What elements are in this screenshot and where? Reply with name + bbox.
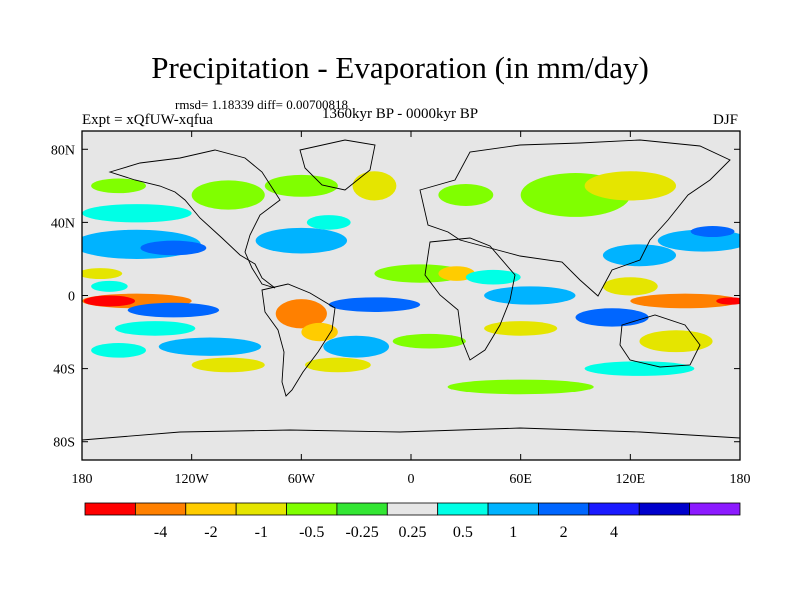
pe-region-4	[82, 204, 192, 223]
pe-region-38	[584, 171, 677, 201]
pe-region-19	[304, 357, 371, 373]
coast-north-america	[108, 149, 281, 289]
pe-region-7	[91, 178, 146, 194]
pe-region-8	[82, 268, 123, 280]
colorbar-bin	[235, 502, 287, 516]
colorbar-labels: -4 -2 -1 -0.5 -0.25 0.25 0.5 1 2 4	[154, 524, 618, 541]
colorbar-bin	[638, 502, 691, 516]
pe-region-36	[447, 379, 594, 395]
pe-region-20	[328, 297, 421, 312]
pe-region-30	[602, 277, 658, 296]
colorbar-label: 0.5	[453, 524, 473, 541]
pe-region-24	[484, 286, 576, 305]
pe-region-33	[575, 308, 649, 327]
pe-region-5	[264, 174, 338, 197]
rmsd-stats: rmsd= 1.18339 diff= 0.00700818	[175, 97, 348, 112]
pe-region-14	[91, 343, 146, 358]
colorbar-bin	[185, 502, 237, 516]
pe-region-1	[140, 240, 207, 256]
y-tick-label: 0	[68, 290, 75, 305]
x-tick-label: 180	[72, 472, 93, 487]
pe-region-2	[255, 227, 348, 254]
x-tick-label: 180	[730, 472, 751, 487]
coast-australia	[619, 314, 701, 368]
pe-region-10	[83, 295, 136, 307]
colorbar-label: -2	[204, 524, 217, 541]
x-tick-label: 120E	[616, 472, 646, 487]
pe-region-17	[301, 322, 338, 342]
colorbar-label: -0.25	[345, 524, 378, 541]
chart-title: Precipitation - Evaporation (in mm/day)	[151, 50, 649, 85]
y-tick-label: 80S	[53, 436, 75, 451]
colorbar-label: 2	[560, 524, 568, 541]
pe-region-13	[158, 337, 262, 356]
x-tick-label: 120W	[175, 472, 210, 487]
pe-region-25	[484, 321, 558, 336]
coast-eurasia	[419, 139, 731, 297]
x-axis: 180 120W 60W 0 60E 120E 180	[72, 131, 751, 487]
pe-region-29	[690, 226, 735, 238]
colorbar-bin	[336, 502, 388, 516]
colorbar-label: -0.5	[299, 524, 324, 541]
colorbar-bin	[84, 502, 136, 516]
colorbar-bin	[588, 502, 640, 516]
pe-region-16	[275, 299, 327, 329]
pe-region-27	[602, 244, 677, 267]
y-tick-label: 40S	[53, 363, 75, 378]
coast-greenland	[299, 139, 376, 191]
pe-region-31	[630, 293, 740, 309]
pe-region-3	[306, 215, 351, 230]
pe-field-layer	[82, 171, 740, 395]
y-tick-label: 80N	[51, 143, 75, 158]
pe-region-11	[127, 302, 220, 318]
colorbar	[84, 502, 741, 516]
colorbar-label: -4	[154, 524, 167, 541]
colorbar-label: 1	[509, 524, 517, 541]
pe-region-15	[191, 357, 265, 373]
colorbar-bin	[286, 502, 338, 516]
y-tick-label: 40N	[51, 216, 75, 231]
pe-region-34	[639, 330, 713, 353]
x-tick-label: 60W	[288, 472, 316, 487]
colorbar-bin	[386, 502, 439, 516]
coast-antarctica	[82, 427, 740, 441]
colorbar-bin	[134, 502, 187, 516]
pe-region-35	[584, 361, 695, 376]
colorbar-label: 0.25	[399, 524, 427, 541]
colorbar-bin	[437, 502, 489, 516]
pe-region-12	[114, 321, 196, 336]
coastlines	[82, 139, 740, 441]
x-tick-label: 60E	[509, 472, 532, 487]
coast-south-america	[261, 283, 336, 397]
colorbar-label: 4	[610, 524, 618, 541]
pe-region-23	[465, 269, 521, 285]
pe-region-32	[716, 297, 740, 305]
pe-region-39	[191, 180, 265, 210]
season-label: DJF	[712, 112, 738, 128]
colorbar-bin	[487, 502, 539, 516]
pe-region-6	[352, 171, 397, 201]
colorbar-bin	[689, 502, 741, 516]
pe-region-41	[91, 280, 128, 292]
y-axis: 80N 40N 0 40S 80S	[51, 143, 740, 451]
pe-region-40	[438, 184, 494, 206]
pe-region-26	[392, 333, 466, 349]
period-label: 1360kyr BP - 0000kyr BP	[322, 106, 479, 122]
pe-region-18	[323, 335, 390, 358]
x-tick-label: 0	[408, 472, 415, 487]
colorbar-bin	[538, 502, 590, 516]
experiment-label: Expt = xQfUW-xqfua	[82, 112, 213, 128]
colorbar-label: -1	[255, 524, 268, 541]
coast-africa	[424, 237, 516, 361]
